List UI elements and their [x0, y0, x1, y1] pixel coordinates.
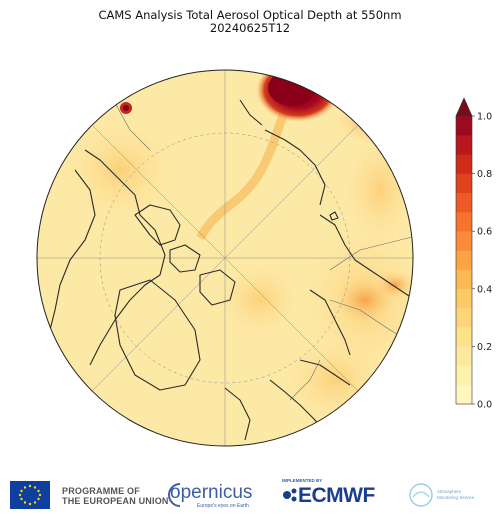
cams-wordmark: Atmosphere Monitoring Service — [437, 489, 474, 501]
aod-patch-west — [60, 115, 180, 225]
colorbar-tick-label: 0.0 — [477, 400, 492, 411]
coastline-arctic-island-3 — [199, 269, 236, 306]
colorbar-segment — [456, 384, 472, 405]
ecmwf-mark-dot — [283, 491, 291, 499]
colorbar-segment — [456, 154, 472, 174]
ecmwf-mark-dot — [291, 488, 297, 494]
colorbar-frame — [455, 115, 473, 405]
colorbar-tick-label: 1.0 — [477, 112, 492, 123]
eu-logo — [10, 481, 50, 509]
colorbar-segment — [456, 288, 472, 309]
ecmwf-mark-dot — [291, 496, 297, 502]
implemented-by-label: IMPLEMENTED BY — [282, 478, 323, 483]
coastline-barents — [299, 359, 351, 386]
map-date: 20240625T12 — [209, 21, 291, 35]
coastline-chukotka — [264, 129, 326, 206]
colorbar-segment — [456, 327, 472, 347]
map-title: CAMS Analysis Total Aerosol Optical Dept… — [98, 8, 402, 22]
cams-logo — [409, 483, 433, 507]
coastline-kamchatka — [399, 159, 409, 191]
eu-label-line1: PROGRAMME OF — [62, 486, 140, 496]
colorbar-segment — [456, 116, 472, 136]
map-boundary — [36, 69, 414, 447]
eu-programme-label: PROGRAMME OF THE EUROPEAN UNION — [62, 486, 169, 506]
coastline-greenland — [114, 279, 201, 391]
coastline-alaska — [239, 99, 263, 126]
aod-hotspot-edge — [394, 146, 402, 154]
coastline-arctic-island-1 — [134, 204, 181, 246]
cams-ring — [409, 483, 433, 507]
cams-line2: Monitoring Service — [437, 495, 475, 500]
colorbar-segment — [456, 346, 472, 366]
colorbar-tick-label: 0.8 — [477, 169, 492, 180]
colorbar-tick-label: 0.4 — [477, 284, 492, 295]
aod-hotspot-small-core — [123, 105, 129, 111]
coastline-siberia-north — [319, 214, 413, 301]
cams-arc — [412, 491, 430, 498]
coastline-iceland-region — [224, 387, 251, 441]
smoke-plume — [196, 108, 290, 241]
graticule — [37, 70, 413, 446]
colorbar-segment — [456, 231, 472, 251]
meridian — [84, 117, 226, 259]
copernicus-tagline: Europe's eyes on Earth — [197, 503, 249, 509]
border-asia-1 — [329, 234, 413, 271]
colorbar — [455, 97, 473, 405]
colorbar-segment — [456, 135, 472, 155]
colorbar-segment — [456, 212, 472, 232]
colorbar-segment — [456, 250, 472, 270]
cams-line1: Atmosphere — [437, 489, 462, 494]
colorbar-extend-arrow — [455, 97, 473, 117]
ecmwf-wordmark: ECMWF — [298, 484, 375, 507]
copernicus-logo — [168, 483, 181, 507]
colorbar-segment — [456, 192, 472, 213]
coastline-north-america — [84, 149, 166, 366]
aod-patch-northeast — [340, 130, 413, 250]
aod-hotspot-core — [268, 70, 316, 106]
colorbar-segment — [456, 269, 472, 290]
aod-patch-center — [215, 260, 305, 340]
polar-map — [37, 70, 413, 446]
eu-stars — [18, 484, 42, 506]
colorbar-tick-label: 0.6 — [477, 227, 492, 238]
colorbar-tick-label: 0.2 — [477, 342, 492, 353]
colorbar-ticks: 0.0 0.2 0.4 0.6 0.8 1.0 — [472, 112, 492, 411]
colorbar-segment — [456, 308, 472, 328]
coastline-canada-west — [49, 169, 96, 331]
colorbar-segment — [456, 365, 472, 386]
copernicus-c-mark — [168, 483, 181, 507]
ecmwf-logo — [283, 488, 297, 502]
aod-patch-south — [280, 335, 390, 425]
aod-hotspot-north-orange — [335, 95, 413, 145]
border-europe — [289, 359, 321, 401]
coastline-small-island — [329, 211, 339, 221]
eu-label-line2: THE EUROPEAN UNION — [62, 496, 169, 506]
copernicus-wordmark: opernicus — [170, 482, 253, 503]
coastlines — [49, 99, 413, 441]
meridian — [224, 117, 366, 259]
meridian — [224, 257, 366, 399]
aod-hotspot-east-asia-2 — [375, 271, 413, 299]
meridian — [84, 257, 226, 399]
colorbar-segment — [456, 173, 472, 194]
coastline-siberia-west — [309, 289, 351, 356]
coastline-arctic-island-2 — [169, 244, 201, 273]
